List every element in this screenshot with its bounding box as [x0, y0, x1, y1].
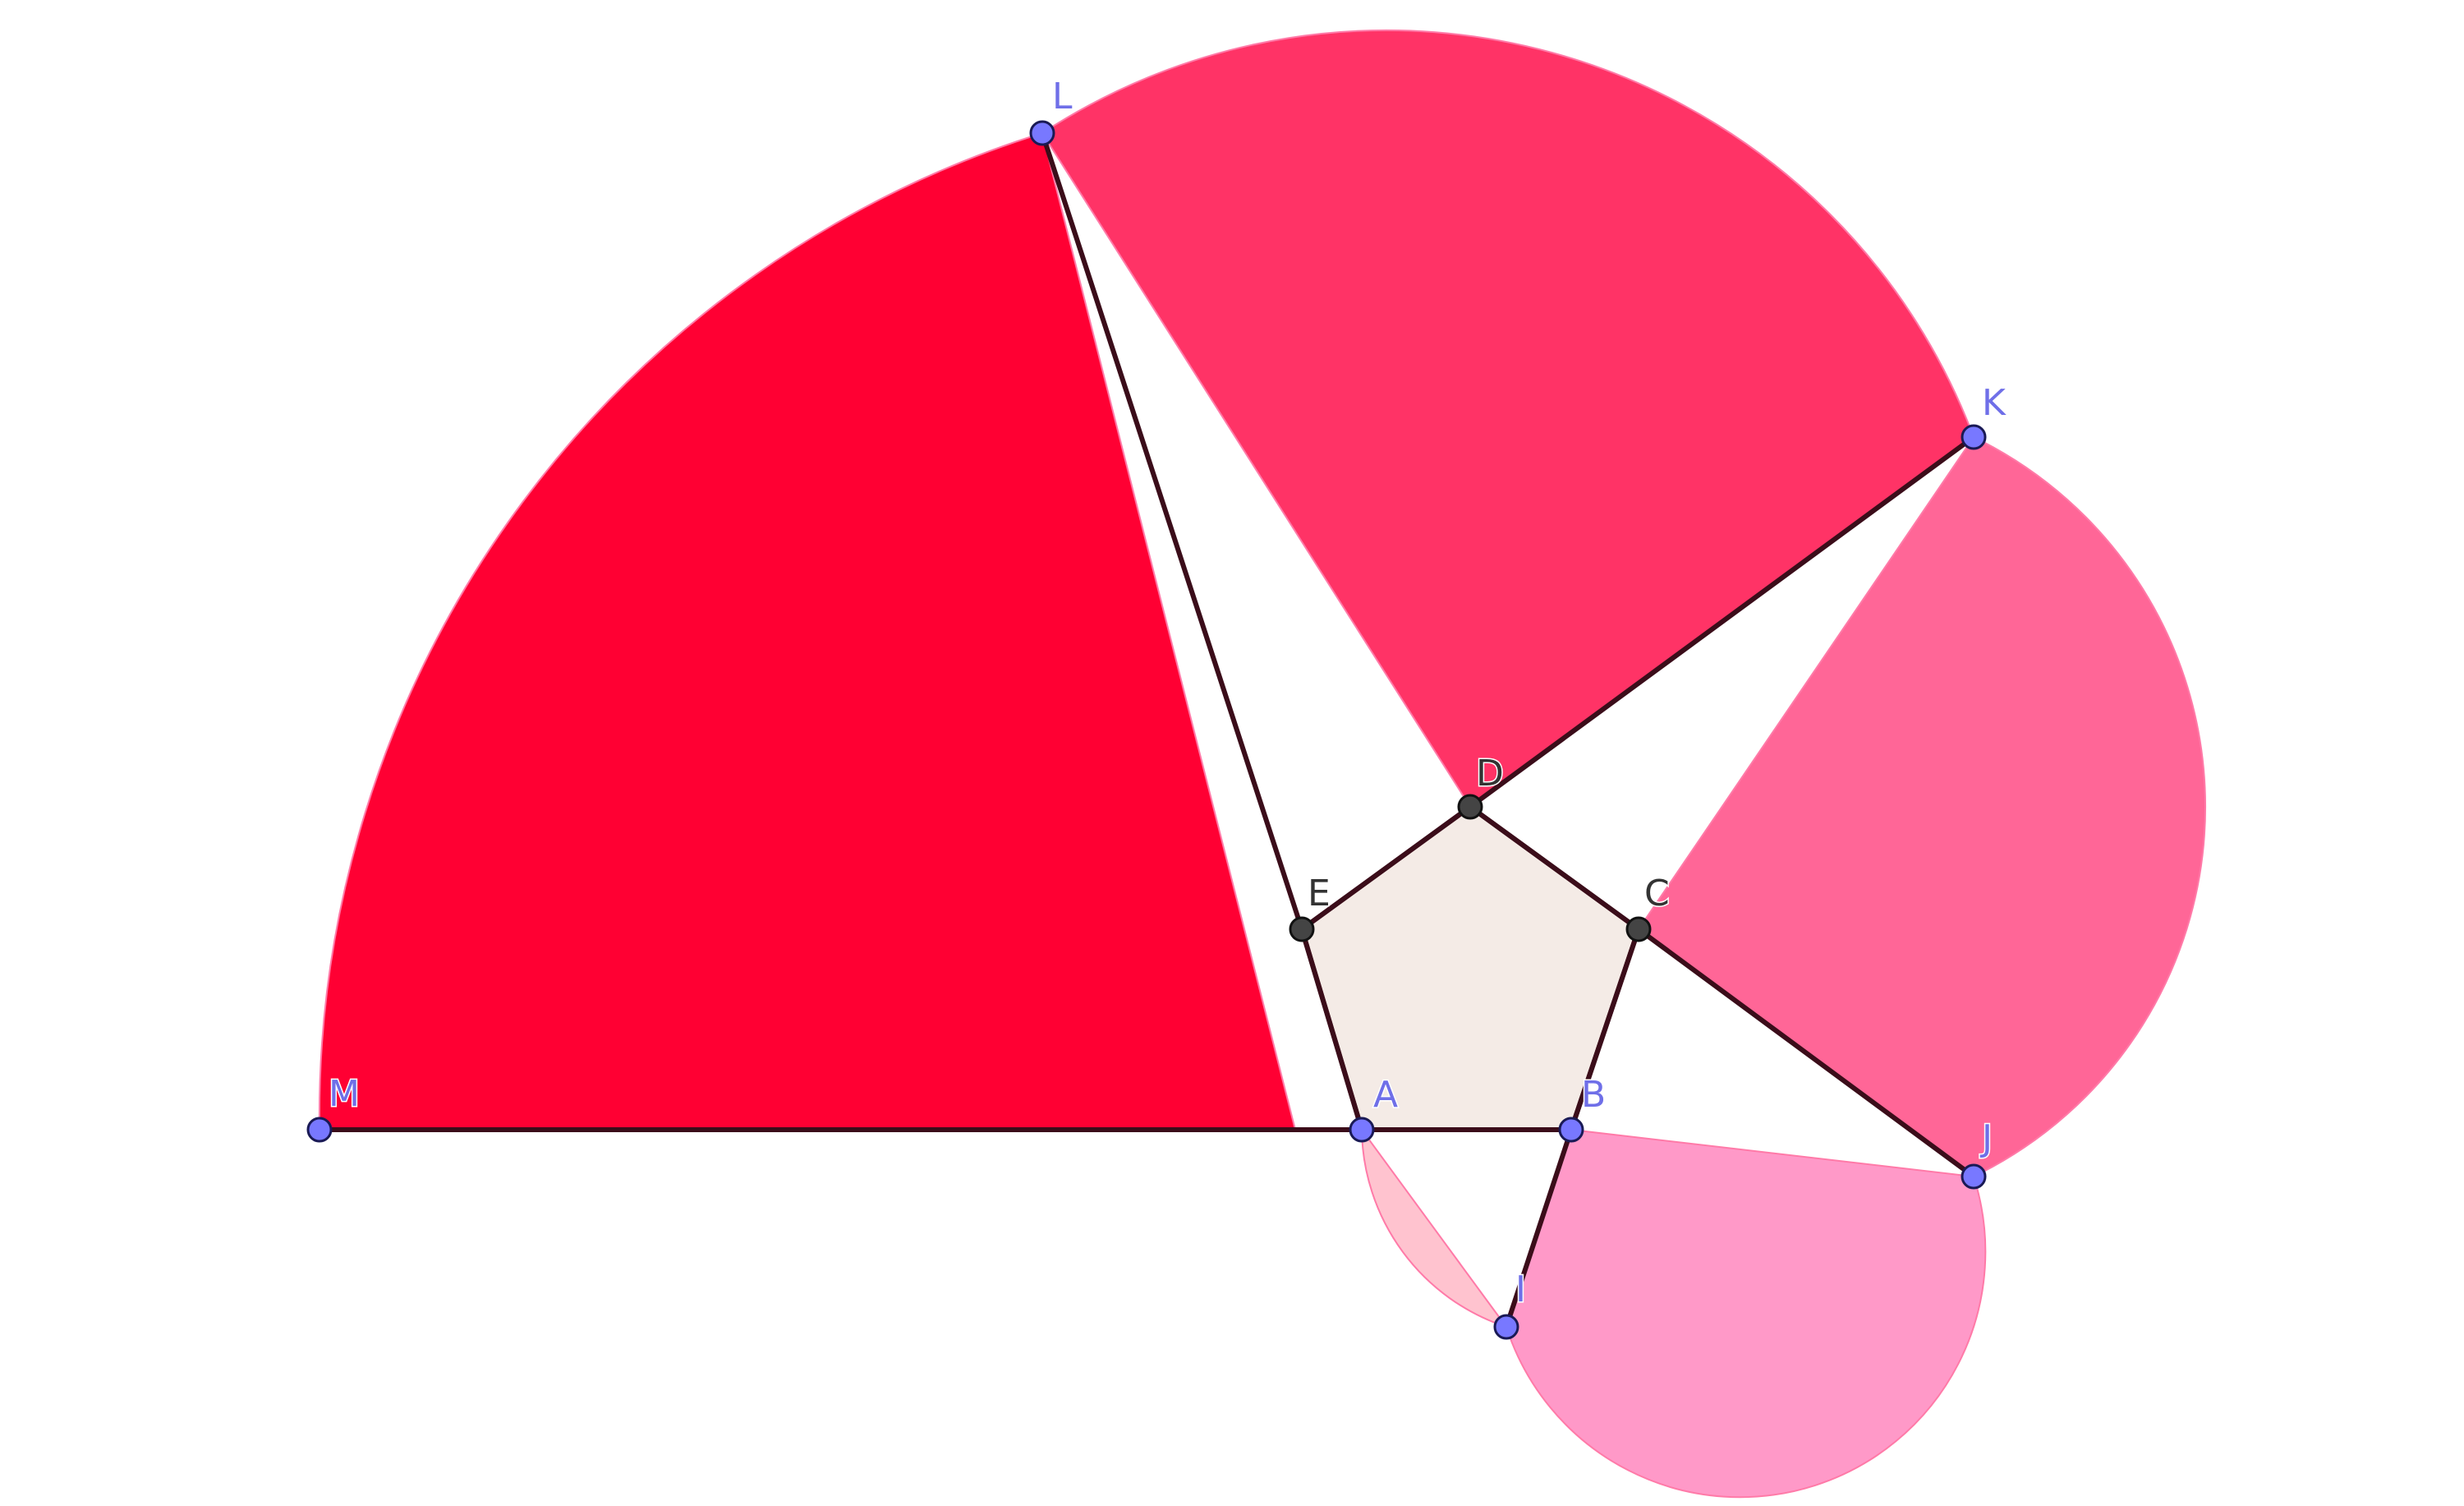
point-k[interactable] — [1961, 424, 1987, 450]
sector-ai — [1360, 1126, 1509, 1329]
segment-ea — [1299, 927, 1364, 1132]
point-a[interactable] — [1349, 1117, 1375, 1143]
point-c — [1625, 916, 1652, 942]
sector-dl — [1041, 29, 1975, 808]
label-e: E — [1308, 873, 1331, 914]
label-d: D — [1476, 753, 1504, 794]
segment-cd — [1468, 804, 1641, 932]
segment-bi — [1504, 1127, 1574, 1329]
point-labels: A B C D E I J K L M — [328, 75, 2008, 1312]
sector-ck — [1637, 435, 2206, 1178]
segment-el — [1040, 131, 1304, 932]
sector-bj — [1505, 1128, 1987, 1499]
points — [306, 120, 1987, 1340]
label-a: A — [1373, 1074, 1398, 1116]
label-c: C — [1644, 873, 1670, 914]
label-b: B — [1581, 1074, 1606, 1116]
label-j: J — [1979, 1117, 1993, 1159]
point-j[interactable] — [1961, 1163, 1987, 1190]
label-m: M — [329, 1073, 360, 1115]
segment-bc — [1569, 927, 1641, 1132]
segment-dk — [1468, 435, 1976, 809]
label-i: I — [1515, 1269, 1526, 1310]
point-m[interactable] — [306, 1117, 333, 1143]
point-d — [1457, 794, 1483, 820]
label-l: L — [1052, 76, 1073, 117]
point-b[interactable] — [1558, 1117, 1584, 1143]
point-e — [1289, 916, 1315, 942]
point-l[interactable] — [1029, 120, 1055, 146]
segments — [317, 131, 1976, 1329]
sector-em — [318, 131, 1297, 1131]
label-k: K — [1982, 382, 2007, 424]
point-i[interactable] — [1493, 1314, 1519, 1340]
segment-cj — [1636, 927, 1976, 1179]
segment-de — [1299, 804, 1473, 932]
